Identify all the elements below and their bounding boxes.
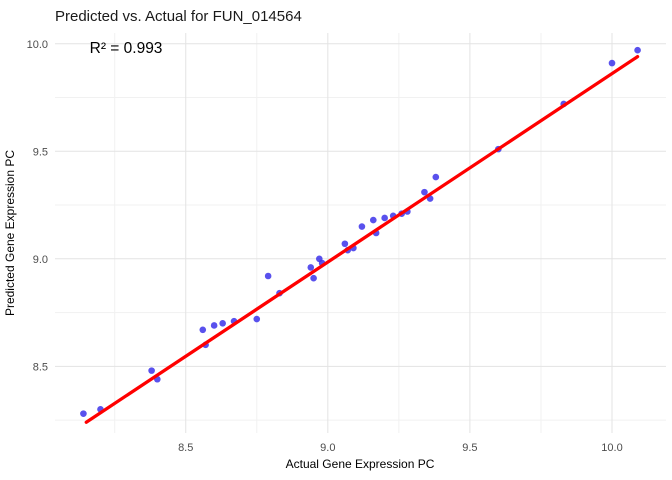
x-tick-label: 10.0 [601,442,622,454]
x-tick-label: 9.5 [462,442,477,454]
data-point [80,410,87,417]
gridlines-minor [55,33,666,433]
data-point [210,322,218,329]
r-squared-annotation: R² = 0.993 [90,40,163,57]
x-tick-label: 9.0 [320,442,335,454]
y-tick-label: 10.0 [27,39,48,51]
data-point [219,320,226,327]
data-point [381,214,388,222]
data-point [358,223,366,230]
y-tick-label: 9.5 [33,146,48,158]
data-point [421,188,428,196]
data-point [634,46,641,54]
data-point [148,367,155,374]
y-axis-label: Predicted Gene Expression PC [3,150,17,316]
data-point [310,274,317,282]
regression-line [84,55,640,424]
data-point [369,216,377,224]
x-tick-label: 8.5 [178,442,193,454]
chart-title: Predicted vs. Actual for FUN_014564 [55,8,302,25]
y-tick-label: 9.0 [33,254,48,266]
data-point [199,326,207,334]
data-point [341,240,349,248]
y-axis-tick-labels: 8.5 9.0 9.5 10.0 [27,39,48,374]
x-axis-tick-labels: 8.5 9.0 9.5 10.0 [178,442,623,454]
data-point [608,59,616,67]
scatter-points [80,46,641,417]
y-tick-label: 8.5 [33,361,48,373]
gridlines-major [55,33,666,433]
data-point [307,264,315,271]
x-axis-label: Actual Gene Expression PC [286,457,435,471]
data-point [264,272,272,280]
data-point [432,173,440,181]
data-point [253,315,261,323]
